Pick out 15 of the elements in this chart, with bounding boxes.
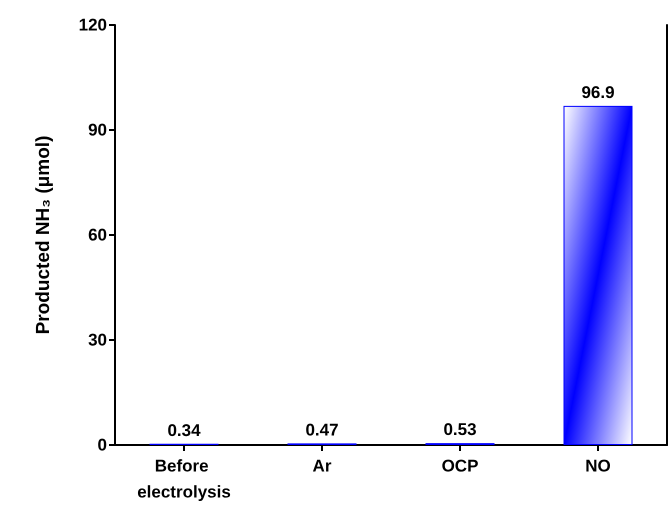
y-axis-title: Producted NH₃ (μmol) xyxy=(33,136,54,334)
y-tick-label: 60 xyxy=(88,226,107,244)
data-label: 96.9 xyxy=(581,82,615,102)
data-label: 0.47 xyxy=(305,420,339,440)
bar xyxy=(564,106,632,445)
data-label: 0.34 xyxy=(167,420,202,440)
y-tick-label: 120 xyxy=(78,16,107,34)
y-tick-label: 90 xyxy=(88,120,107,140)
x-tick-label: Before electrolysis xyxy=(137,456,231,502)
y-tick-label: 30 xyxy=(88,330,107,350)
x-tick-label: Ar xyxy=(312,456,332,476)
data-label: 0.53 xyxy=(443,420,477,440)
y-tick-label: 0 xyxy=(98,436,107,454)
x-tick-label: NO xyxy=(585,456,611,476)
x-tick-label: OCP xyxy=(442,456,478,476)
